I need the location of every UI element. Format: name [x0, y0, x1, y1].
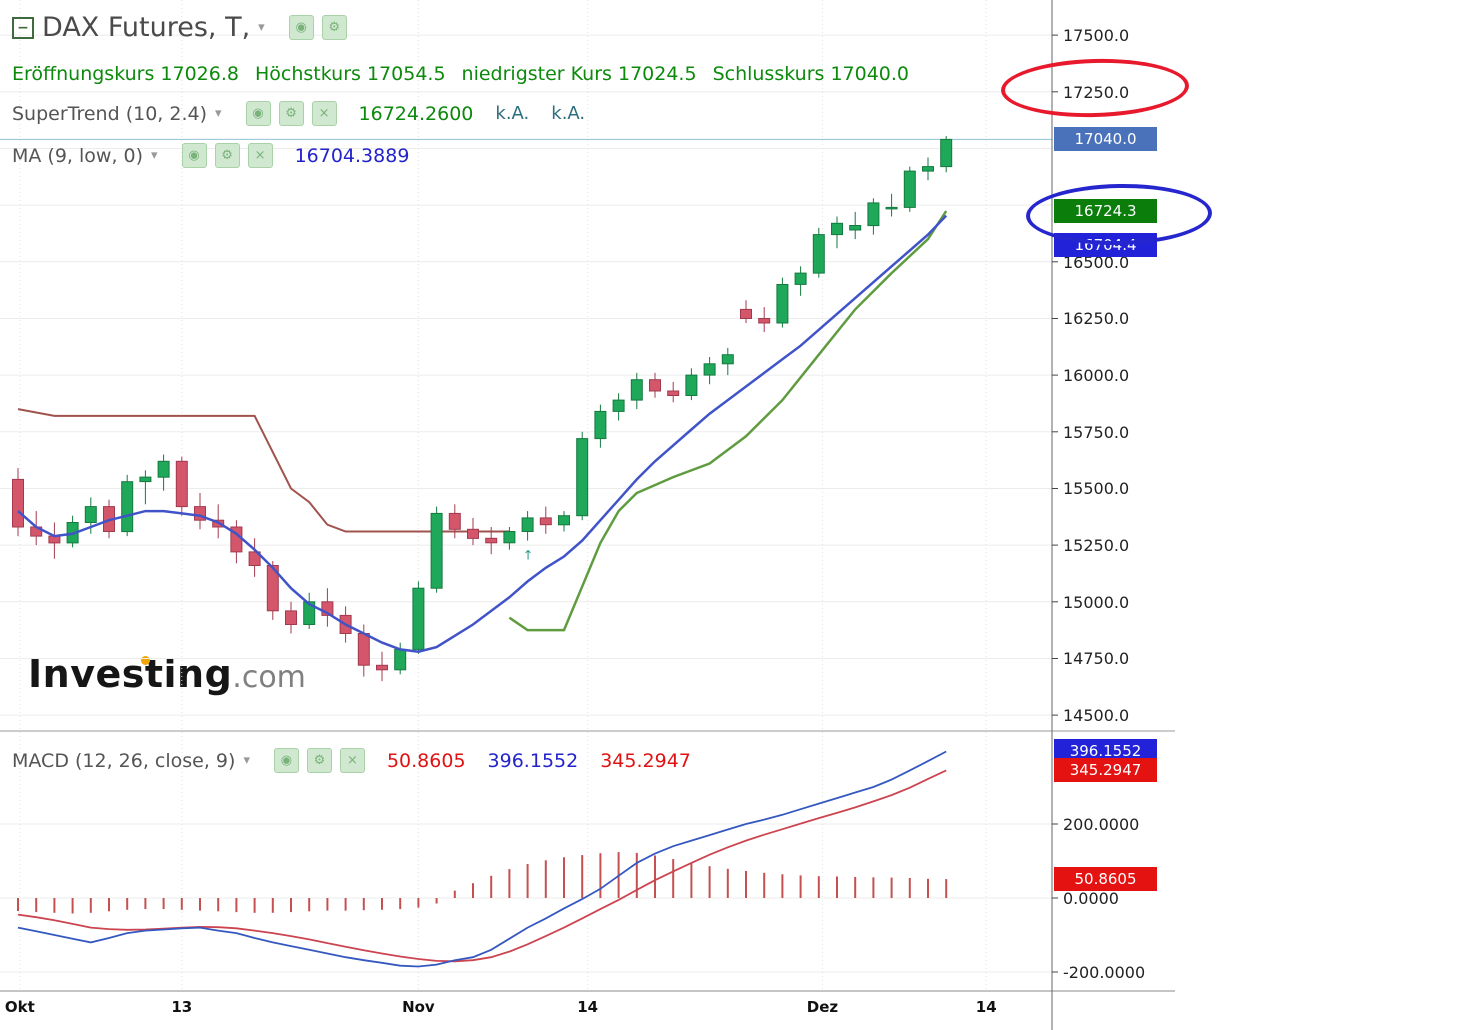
chevron-down-icon[interactable]: ▾ — [215, 106, 222, 121]
symbol-title[interactable]: DAX Futures, T, — [42, 12, 251, 43]
logo-tld-text: .com — [232, 660, 306, 695]
ma-legend: MA (9, low, 0) ▾ ◉ ⚙ × 16704.3889 — [12, 143, 409, 168]
supertrend-legend: SuperTrend (10, 2.4) ▾ ◉ ⚙ × 16724.2600 … — [12, 101, 585, 126]
low-value: 17024.5 — [617, 63, 697, 85]
investing-logo-text: Investing — [28, 652, 233, 696]
visibility-icon[interactable]: ◉ — [288, 15, 314, 40]
settings-icon[interactable]: ⚙ — [214, 143, 240, 168]
close-icon[interactable]: × — [339, 748, 365, 773]
supertrend-label[interactable]: SuperTrend (10, 2.4) — [12, 102, 208, 125]
close-icon[interactable]: × — [247, 143, 273, 168]
macd-hist-value: 50.8605 — [386, 749, 466, 772]
logo-orange-dot — [141, 656, 150, 665]
open-label: Eröffnungskurs — [12, 63, 155, 85]
settings-icon[interactable]: ⚙ — [306, 748, 332, 773]
chevron-down-icon[interactable]: ▾ — [151, 148, 158, 163]
macd-label[interactable]: MACD (12, 26, close, 9) — [12, 749, 236, 772]
low-label: niedrigster Kurs — [461, 63, 612, 85]
macd-line-value: 396.1552 — [487, 749, 579, 772]
high-label: Höchstkurs — [255, 63, 361, 85]
visibility-icon[interactable]: ◉ — [245, 101, 271, 126]
close-icon[interactable]: × — [311, 101, 337, 126]
close-value: 17040.0 — [830, 63, 910, 85]
high-value: 17054.5 — [366, 63, 446, 85]
open-value: 17026.8 — [160, 63, 239, 85]
supertrend-na-1: k.A. — [495, 103, 530, 124]
macd-signal-value: 345.2947 — [600, 749, 691, 772]
settings-icon[interactable]: ⚙ — [321, 15, 347, 40]
symbol-header: − DAX Futures, T, ▾ ◉ ⚙ — [12, 12, 347, 43]
investing-logo: Investing .com — [28, 652, 306, 696]
supertrend-na-2: k.A. — [551, 103, 586, 124]
close-label: Schlusskurs — [712, 63, 825, 85]
chevron-down-icon[interactable]: ▾ — [243, 753, 250, 768]
settings-icon[interactable]: ⚙ — [278, 101, 304, 126]
visibility-icon[interactable]: ◉ — [273, 748, 299, 773]
ohlc-readout: Eröffnungskurs 17026.8 Höchstkurs 17054.… — [12, 63, 919, 85]
collapse-icon[interactable]: − — [12, 16, 34, 39]
ma-label[interactable]: MA (9, low, 0) — [12, 144, 144, 167]
visibility-icon[interactable]: ◉ — [181, 143, 207, 168]
chevron-down-icon[interactable]: ▾ — [258, 20, 265, 35]
supertrend-value: 16724.2600 — [358, 102, 474, 125]
ma-value: 16704.3889 — [294, 144, 410, 167]
buy-signal-arrow-icon: ↑ — [523, 548, 534, 563]
macd-legend: MACD (12, 26, close, 9) ▾ ◉ ⚙ × 50.8605 … — [12, 748, 691, 773]
